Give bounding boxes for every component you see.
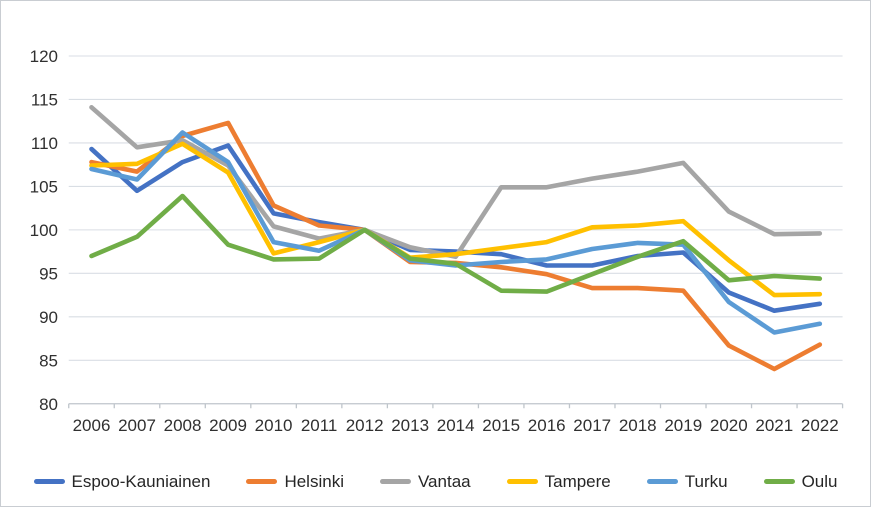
x-tick-label-2010: 2010 bbox=[255, 416, 293, 435]
y-tick-label-90: 90 bbox=[39, 308, 58, 327]
legend-item-helsinki: Helsinki bbox=[246, 473, 344, 490]
legend-label: Turku bbox=[684, 472, 728, 491]
x-tick-label-2021: 2021 bbox=[755, 416, 793, 435]
legend-item-oulu: Oulu bbox=[763, 472, 838, 491]
y-tick-label-110: 110 bbox=[31, 134, 58, 153]
legend-item-tampere: Tampere bbox=[506, 472, 611, 491]
x-tick-label-2008: 2008 bbox=[164, 416, 202, 435]
legend-line-marker bbox=[506, 479, 538, 484]
x-tick-label-2007: 2007 bbox=[118, 416, 156, 435]
legend-line-marker bbox=[246, 479, 278, 484]
y-tick-label-80: 80 bbox=[39, 395, 58, 414]
series-line-tampere bbox=[89, 141, 823, 298]
x-tick-label-2012: 2012 bbox=[346, 416, 384, 435]
legend-line-marker bbox=[379, 479, 411, 484]
x-tick-label-2014: 2014 bbox=[437, 416, 475, 435]
legend-label: Tampere bbox=[544, 472, 611, 491]
x-tick-label-2019: 2019 bbox=[664, 416, 702, 435]
x-tick-label-2022: 2022 bbox=[801, 416, 839, 435]
y-tick-label-105: 105 bbox=[30, 177, 58, 196]
series-line-vantaa bbox=[89, 105, 823, 260]
legend-item-vantaa: Vantaa bbox=[379, 472, 471, 491]
series-line-oulu bbox=[89, 193, 823, 294]
x-tick-label-2015: 2015 bbox=[482, 416, 520, 435]
legend-line-marker bbox=[763, 479, 795, 484]
x-tick-label-2020: 2020 bbox=[710, 416, 748, 435]
legend-label: Espoo-Kauniainen bbox=[71, 472, 211, 491]
x-tick-label-2011: 2011 bbox=[301, 416, 338, 435]
y-tick-label-85: 85 bbox=[39, 351, 58, 370]
y-tick-label-100: 100 bbox=[30, 221, 58, 240]
legend-label: Helsinki bbox=[284, 472, 344, 491]
x-tick-label-2006: 2006 bbox=[73, 416, 111, 435]
legend-line-marker bbox=[646, 479, 678, 484]
legend-label: Oulu bbox=[801, 472, 838, 491]
x-tick-label-2018: 2018 bbox=[619, 416, 657, 435]
x-tick-label-2013: 2013 bbox=[391, 416, 429, 435]
legend-item-turku: Turku bbox=[646, 472, 728, 491]
x-tick-label-2016: 2016 bbox=[528, 416, 566, 435]
legend-label: Vantaa bbox=[417, 472, 471, 491]
legend-item-espoo-kauniainen: Espoo-Kauniainen bbox=[33, 472, 211, 491]
legend-line-marker bbox=[33, 479, 65, 484]
x-tick-label-2009: 2009 bbox=[209, 416, 247, 435]
chart-legend: Espoo-Kauniainen Helsinki Vantaa Tampere Tur… bbox=[1, 473, 870, 490]
series-line-espoo-kauniainen bbox=[89, 143, 823, 314]
y-tick-label-120: 120 bbox=[30, 47, 58, 66]
x-tick-label-2017: 2017 bbox=[573, 416, 611, 435]
y-tick-label-115: 115 bbox=[31, 90, 58, 109]
y-tick-label-95: 95 bbox=[39, 264, 58, 283]
series-line-turku bbox=[89, 130, 823, 335]
